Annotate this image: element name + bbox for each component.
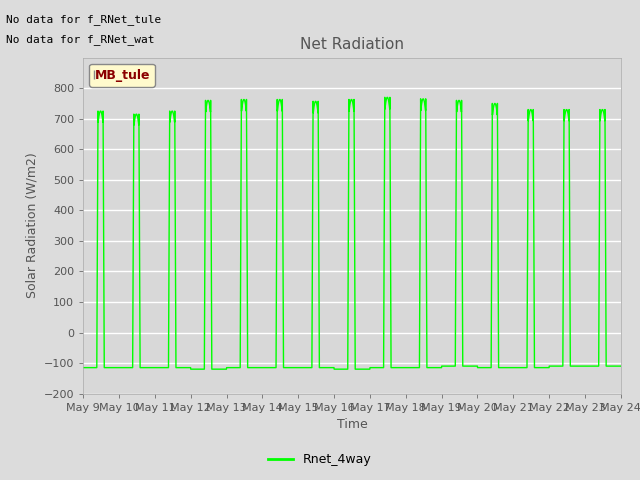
Text: No data for f_RNet_tule: No data for f_RNet_tule [6, 14, 162, 25]
X-axis label: Time: Time [337, 418, 367, 431]
Title: Net Radiation: Net Radiation [300, 37, 404, 52]
Text: No data for f_RNet_wat: No data for f_RNet_wat [6, 34, 155, 45]
Y-axis label: Solar Radiation (W/m2): Solar Radiation (W/m2) [25, 153, 38, 299]
Legend: Rnet_4way: Rnet_4way [263, 448, 377, 471]
Legend: MB_tule: MB_tule [90, 64, 155, 87]
